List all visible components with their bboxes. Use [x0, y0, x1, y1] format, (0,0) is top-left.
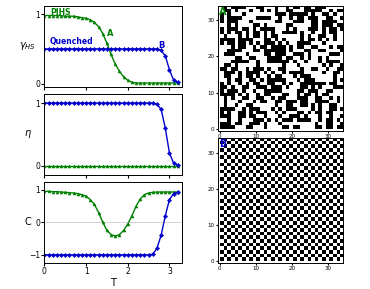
Text: B: B — [158, 40, 164, 49]
Text: A: A — [107, 29, 114, 38]
Text: Quenched: Quenched — [50, 37, 94, 46]
Text: B: B — [219, 139, 226, 149]
Text: A: A — [219, 7, 227, 17]
Y-axis label: C: C — [24, 217, 31, 227]
Y-axis label: $\gamma_{HS}$: $\gamma_{HS}$ — [19, 40, 36, 53]
X-axis label: T: T — [110, 277, 116, 288]
Y-axis label: $\eta$: $\eta$ — [24, 128, 32, 140]
Text: PIHS: PIHS — [50, 8, 70, 17]
